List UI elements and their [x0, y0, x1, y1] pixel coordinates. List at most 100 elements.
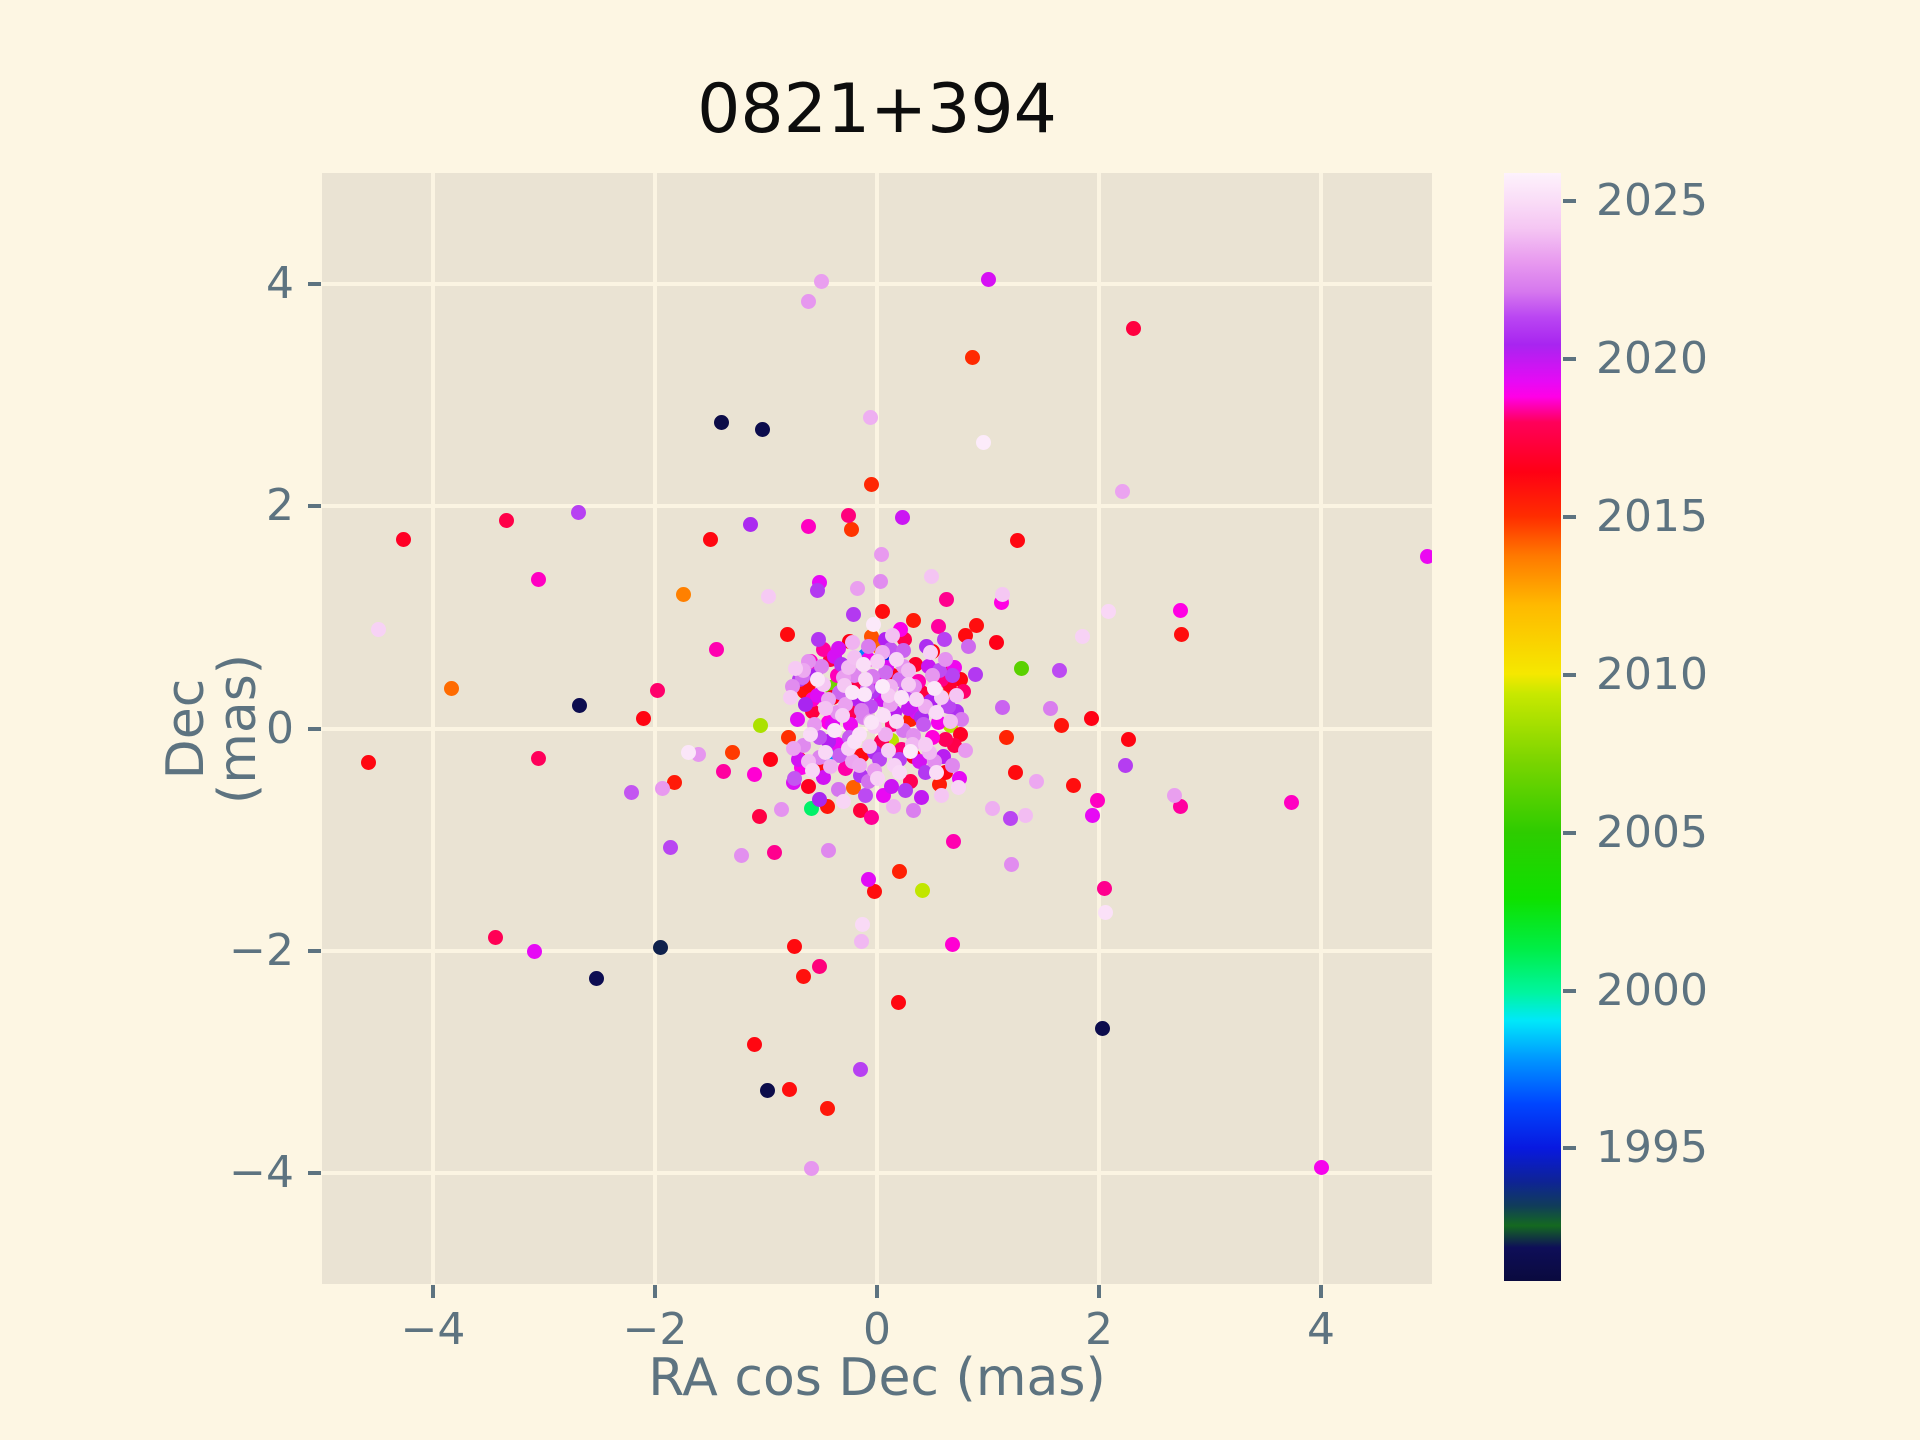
- colorbar-tick-label: 1995: [1596, 1122, 1708, 1174]
- colorbar-tick-label: 2025: [1596, 175, 1708, 227]
- scatter-point: [840, 507, 856, 523]
- scatter-point: [487, 929, 503, 945]
- scatter-point: [960, 638, 976, 654]
- scatter-point: [811, 958, 827, 974]
- scatter-point: [1173, 626, 1189, 642]
- scatter-point: [950, 779, 966, 795]
- scatter-point: [1084, 807, 1100, 823]
- scatter-point: [969, 617, 985, 633]
- x-tick-mark: [1319, 1285, 1323, 1298]
- scatter-point: [751, 808, 767, 824]
- scatter-point: [810, 632, 826, 648]
- scatter-point: [822, 758, 838, 774]
- scatter-point: [1051, 663, 1067, 679]
- scatter-point: [703, 532, 718, 548]
- x-tick-mark: [875, 1285, 879, 1298]
- scatter-point: [827, 723, 843, 739]
- scatter-point: [889, 652, 905, 668]
- scatter-point: [787, 770, 803, 786]
- colorbar-tick-mark: [1563, 515, 1576, 520]
- scatter-point: [906, 613, 922, 629]
- plot-title: 0821+394: [697, 70, 1057, 149]
- scatter-point: [1008, 765, 1024, 781]
- colorbar-tick-mark: [1563, 199, 1576, 204]
- scatter-point: [863, 809, 879, 825]
- scatter-point: [893, 689, 909, 705]
- scatter-point: [915, 883, 930, 899]
- colorbar: [1504, 173, 1561, 1281]
- scatter-point: [782, 689, 798, 705]
- scatter-point: [1042, 701, 1058, 716]
- y-tick-label: −2: [229, 924, 294, 976]
- scatter-point: [890, 995, 906, 1011]
- scatter-point: [1003, 856, 1019, 872]
- scatter-point: [851, 757, 867, 773]
- scatter-point: [925, 667, 940, 683]
- scatter-point: [984, 800, 1000, 816]
- scatter-point: [1094, 1020, 1110, 1036]
- scatter-point: [798, 696, 814, 712]
- scatter-point: [1101, 604, 1117, 620]
- colorbar-tick-mark: [1563, 672, 1576, 677]
- scatter-point: [1065, 777, 1081, 793]
- scatter-point: [716, 764, 732, 780]
- scatter-point: [1172, 603, 1188, 619]
- scatter-point: [878, 726, 894, 742]
- scatter-point: [809, 672, 825, 688]
- scatter-point: [800, 778, 816, 794]
- scatter-point: [1013, 661, 1029, 676]
- colorbar-tick-label: 2015: [1596, 491, 1708, 543]
- scatter-point: [755, 422, 771, 438]
- scatter-point: [869, 654, 885, 670]
- scatter-point: [853, 934, 869, 950]
- colorbar-tick-label: 2000: [1596, 964, 1708, 1016]
- colorbar-tick-mark: [1563, 830, 1576, 835]
- scatter-point: [725, 745, 741, 761]
- colorbar-tick-label: 2005: [1596, 806, 1708, 858]
- scatter-point: [930, 618, 946, 634]
- scatter-point: [830, 782, 846, 798]
- scatter-point: [800, 518, 816, 534]
- scatter-point: [900, 676, 916, 692]
- scatter-point: [796, 968, 812, 984]
- scatter-point: [891, 864, 907, 880]
- scatter-point: [800, 294, 816, 310]
- scatter-point: [876, 707, 892, 723]
- x-tick-label: −2: [622, 1304, 688, 1355]
- scatter-point: [759, 1083, 775, 1099]
- scatter-point: [898, 783, 914, 799]
- scatter-point: [902, 744, 918, 760]
- scatter-point: [994, 699, 1010, 715]
- scatter-point: [944, 757, 960, 773]
- scatter-point: [680, 745, 696, 761]
- scatter-point: [1166, 787, 1182, 803]
- scatter-point: [774, 802, 790, 818]
- scatter-point: [708, 642, 724, 658]
- scatter-point: [944, 936, 960, 952]
- scatter-point: [846, 779, 862, 795]
- scatter-point: [858, 672, 874, 688]
- scatter-point: [885, 627, 901, 643]
- scatter-point: [845, 635, 861, 651]
- scatter-point: [900, 663, 916, 679]
- scatter-point: [820, 843, 836, 859]
- scatter-point: [923, 568, 939, 584]
- scatter-point: [663, 839, 679, 855]
- scatter-point: [444, 681, 460, 696]
- scatter-point: [855, 916, 871, 932]
- scatter-point: [863, 476, 879, 492]
- scatter-point: [836, 794, 852, 810]
- colorbar-tick-mark: [1563, 988, 1576, 993]
- scatter-point: [781, 1082, 797, 1098]
- scatter-point: [789, 712, 805, 728]
- scatter-point: [752, 717, 768, 733]
- x-tick-label: 0: [863, 1304, 891, 1355]
- scatter-point: [1283, 795, 1299, 811]
- scatter-point: [909, 692, 925, 708]
- scatter-point: [526, 944, 542, 960]
- scatter-point: [814, 658, 829, 674]
- scatter-point: [852, 1062, 868, 1078]
- x-axis-label: RA cos Dec (mas): [648, 1348, 1106, 1408]
- scatter-point: [958, 743, 974, 759]
- scatter-point: [913, 789, 929, 805]
